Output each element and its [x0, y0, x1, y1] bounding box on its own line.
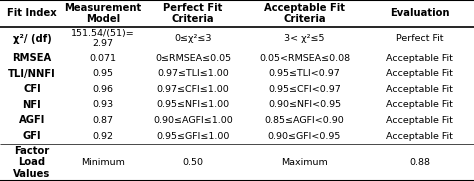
- Text: Perfect Fit
Criteria: Perfect Fit Criteria: [164, 3, 223, 24]
- Text: 0.90≤AGFI≤1.00: 0.90≤AGFI≤1.00: [153, 116, 233, 125]
- Text: 0.97≤CFI≤1.00: 0.97≤CFI≤1.00: [157, 85, 229, 94]
- Text: RMSEA: RMSEA: [12, 53, 52, 63]
- Text: CFI: CFI: [23, 85, 41, 94]
- Text: 0.95≤GFI≤1.00: 0.95≤GFI≤1.00: [156, 132, 230, 140]
- Text: AGFI: AGFI: [19, 115, 45, 125]
- Text: 0.92: 0.92: [92, 132, 114, 140]
- Text: 0.97≤TLI≤1.00: 0.97≤TLI≤1.00: [157, 70, 229, 78]
- Text: 0.87: 0.87: [92, 116, 114, 125]
- Text: 0.95≤NFI≤1.00: 0.95≤NFI≤1.00: [156, 100, 230, 110]
- Text: 0≤χ²≤3: 0≤χ²≤3: [174, 34, 212, 43]
- Text: 0.90≤NFI<0.95: 0.90≤NFI<0.95: [268, 100, 341, 110]
- Text: 3< χ²≤5: 3< χ²≤5: [284, 34, 325, 43]
- Text: 0≤RMSEA≤0.05: 0≤RMSEA≤0.05: [155, 54, 231, 63]
- Text: Acceptable Fit: Acceptable Fit: [386, 54, 453, 63]
- Text: NFI: NFI: [23, 100, 41, 110]
- Text: Measurement
Model: Measurement Model: [64, 3, 142, 24]
- Text: Evaluation: Evaluation: [390, 9, 449, 18]
- Text: 0.96: 0.96: [92, 85, 114, 94]
- Text: Maximum: Maximum: [281, 158, 328, 167]
- Text: Acceptable Fit: Acceptable Fit: [386, 116, 453, 125]
- Text: 0.85≤AGFI<0.90: 0.85≤AGFI<0.90: [264, 116, 345, 125]
- Text: Acceptable Fit: Acceptable Fit: [386, 85, 453, 94]
- Text: 0.95≤CFI<0.97: 0.95≤CFI<0.97: [268, 85, 341, 94]
- Text: GFI: GFI: [23, 131, 41, 141]
- Text: 0.05<RMSEA≤0.08: 0.05<RMSEA≤0.08: [259, 54, 350, 63]
- Text: Acceptable Fit: Acceptable Fit: [386, 132, 453, 140]
- Text: χ²/ (df): χ²/ (df): [13, 34, 51, 44]
- Text: Factor
Load
Values: Factor Load Values: [13, 146, 51, 179]
- Text: 151.54/(51)=
2.97: 151.54/(51)= 2.97: [71, 29, 135, 48]
- Text: Acceptable Fit
Criteria: Acceptable Fit Criteria: [264, 3, 345, 24]
- Text: Perfect Fit: Perfect Fit: [396, 34, 443, 43]
- Text: TLI/NNFI: TLI/NNFI: [8, 69, 56, 79]
- Text: 0.95≤TLI<0.97: 0.95≤TLI<0.97: [269, 70, 340, 78]
- Text: 0.95: 0.95: [92, 70, 114, 78]
- Text: Minimum: Minimum: [81, 158, 125, 167]
- Text: 0.93: 0.93: [92, 100, 114, 110]
- Text: 0.88: 0.88: [409, 158, 430, 167]
- Text: Acceptable Fit: Acceptable Fit: [386, 100, 453, 110]
- Text: 0.90≤GFI<0.95: 0.90≤GFI<0.95: [268, 132, 341, 140]
- Text: 0.50: 0.50: [182, 158, 204, 167]
- Text: 0.071: 0.071: [90, 54, 117, 63]
- Text: Acceptable Fit: Acceptable Fit: [386, 70, 453, 78]
- Text: Fit Index: Fit Index: [7, 9, 57, 18]
